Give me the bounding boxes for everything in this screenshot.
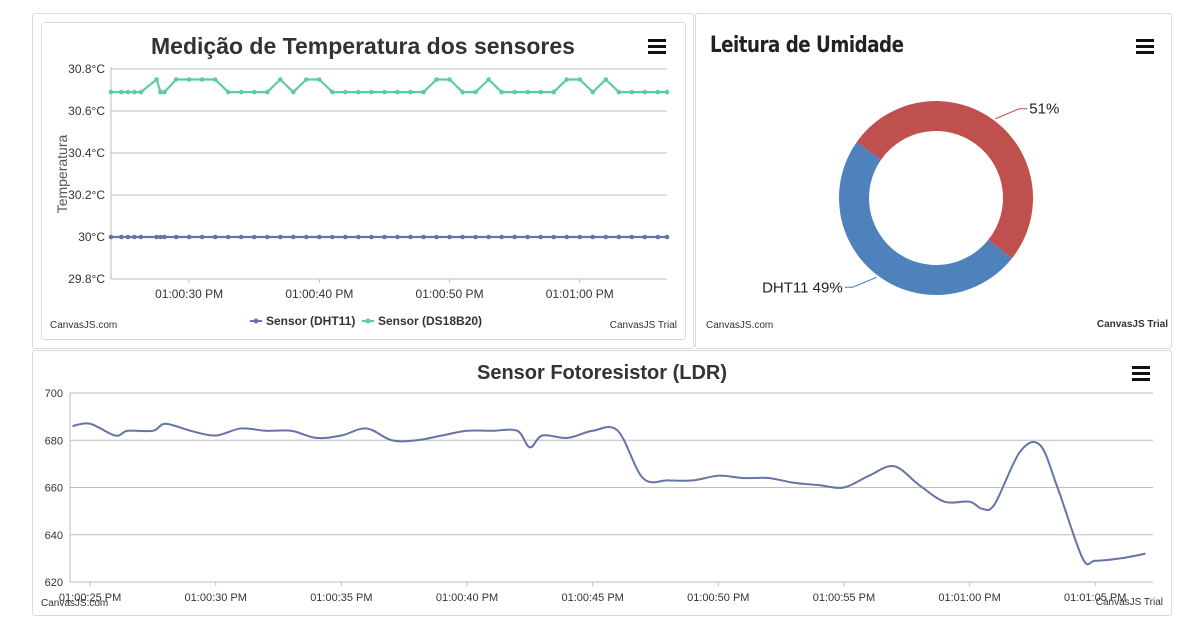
hamburger-menu-icon [1136, 39, 1154, 42]
temperature-chart-menu-button[interactable] [648, 39, 666, 55]
temperature-chart-frame [41, 22, 686, 340]
hamburger-menu-icon [648, 39, 666, 42]
humidity-chart-menu-button[interactable] [1136, 39, 1154, 55]
hamburger-menu-icon [1132, 366, 1150, 369]
humidity-chart-panel [695, 13, 1172, 349]
ldr-chart-menu-button[interactable] [1132, 366, 1150, 382]
ldr-chart-panel [32, 350, 1172, 616]
